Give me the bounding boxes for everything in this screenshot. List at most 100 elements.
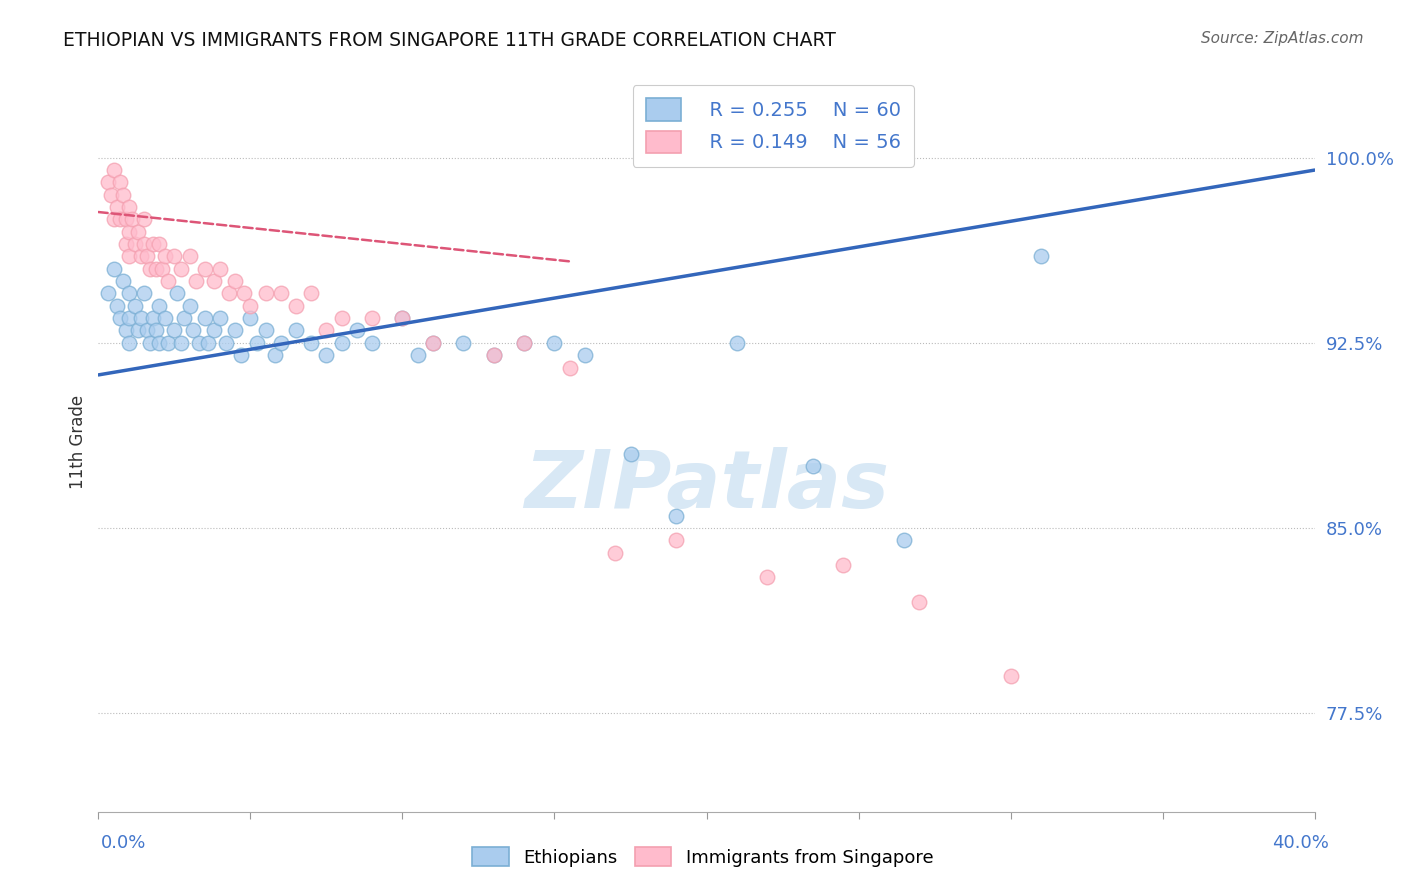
Point [114, 237, 136, 252]
Point [209, 261, 232, 276]
Point [239, 311, 262, 326]
Point [121, 212, 143, 227]
Y-axis label: 11th Grade: 11th Grade [69, 394, 87, 489]
Point [197, 335, 219, 350]
Point [893, 533, 915, 548]
Point [202, 274, 225, 288]
Point [127, 323, 149, 337]
Point [315, 348, 337, 362]
Point [346, 323, 368, 337]
Point [155, 311, 177, 326]
Point [187, 335, 209, 350]
Point [100, 187, 122, 202]
Point [132, 237, 155, 252]
Point [215, 335, 238, 350]
Point [163, 249, 186, 263]
Point [179, 299, 201, 313]
Point [124, 237, 146, 252]
Point [263, 348, 285, 362]
Point [118, 249, 141, 263]
Point [254, 323, 277, 337]
Point [574, 348, 596, 362]
Point [361, 335, 384, 350]
Text: 40.0%: 40.0% [1272, 834, 1329, 852]
Point [299, 335, 322, 350]
Point [422, 335, 444, 350]
Point [105, 200, 128, 214]
Text: Source: ZipAtlas.com: Source: ZipAtlas.com [1201, 31, 1364, 46]
Point [166, 286, 188, 301]
Point [142, 311, 165, 326]
Point [157, 335, 180, 350]
Point [299, 286, 322, 301]
Point [665, 508, 688, 523]
Point [111, 274, 134, 288]
Point [391, 311, 413, 326]
Point [801, 459, 824, 474]
Point [224, 323, 246, 337]
Point [330, 311, 353, 326]
Point [114, 212, 136, 227]
Point [254, 286, 277, 301]
Point [118, 311, 141, 326]
Point [391, 311, 413, 326]
Point [209, 311, 232, 326]
Point [169, 335, 191, 350]
Point [129, 311, 152, 326]
Point [148, 335, 170, 350]
Point [361, 311, 384, 326]
Point [908, 595, 931, 609]
Point [330, 335, 353, 350]
Point [224, 274, 246, 288]
Point [103, 212, 125, 227]
Point [482, 348, 505, 362]
Point [132, 286, 155, 301]
Point [285, 299, 308, 313]
Point [181, 323, 204, 337]
Point [157, 274, 180, 288]
Point [513, 335, 536, 350]
Point [145, 323, 167, 337]
Point [108, 212, 131, 227]
Point [118, 200, 141, 214]
Point [114, 323, 136, 337]
Point [108, 175, 131, 189]
Point [233, 286, 256, 301]
Point [315, 323, 337, 337]
Point [422, 335, 444, 350]
Point [1000, 669, 1022, 683]
Point [136, 323, 159, 337]
Point [111, 187, 134, 202]
Point [145, 261, 167, 276]
Point [756, 570, 779, 584]
Point [103, 163, 125, 178]
Point [832, 558, 855, 572]
Point [605, 545, 627, 559]
Point [108, 311, 131, 326]
Point [1029, 249, 1052, 263]
Point [482, 348, 505, 362]
Point [103, 261, 125, 276]
Point [558, 360, 581, 375]
Point [665, 533, 688, 548]
Point [142, 237, 165, 252]
Point [619, 447, 641, 461]
Point [285, 323, 308, 337]
Point [132, 212, 155, 227]
Point [725, 335, 748, 350]
Point [513, 335, 536, 350]
Legend: Ethiopians, Immigrants from Singapore: Ethiopians, Immigrants from Singapore [465, 840, 941, 874]
Point [179, 249, 201, 263]
Text: ZIPatlas: ZIPatlas [524, 447, 889, 525]
Text: ETHIOPIAN VS IMMIGRANTS FROM SINGAPORE 11TH GRADE CORRELATION CHART: ETHIOPIAN VS IMMIGRANTS FROM SINGAPORE 1… [63, 31, 837, 50]
Point [194, 261, 217, 276]
Point [239, 299, 262, 313]
Point [163, 323, 186, 337]
Point [118, 335, 141, 350]
Point [96, 175, 118, 189]
Point [96, 286, 118, 301]
Point [270, 286, 292, 301]
Point [139, 335, 162, 350]
Point [124, 299, 146, 313]
Point [202, 323, 225, 337]
